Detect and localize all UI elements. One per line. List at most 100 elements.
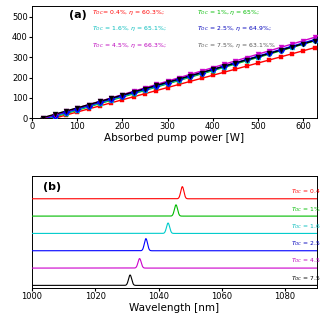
Point	[244, 63, 249, 68]
Point	[210, 67, 215, 72]
Point	[154, 82, 159, 87]
Point	[221, 64, 227, 69]
Point	[278, 48, 283, 53]
Point	[142, 85, 148, 90]
Point	[108, 97, 114, 102]
Text: (b): (b)	[44, 182, 61, 192]
Point	[165, 80, 170, 85]
Point	[199, 68, 204, 74]
Point	[199, 76, 204, 81]
Point	[75, 105, 80, 110]
Point	[199, 70, 204, 75]
Point	[221, 64, 227, 69]
Point	[142, 86, 148, 91]
Point	[312, 37, 317, 42]
Point	[233, 58, 238, 63]
Point	[63, 108, 68, 114]
Point	[289, 45, 294, 50]
Point	[52, 113, 57, 118]
Point	[312, 38, 317, 44]
Text: $T_{OC}$ = 4.5%: $T_{OC}$ = 4.5%	[292, 257, 320, 266]
Point	[267, 51, 272, 56]
Text: (a): (a)	[69, 10, 87, 20]
Point	[267, 52, 272, 57]
Point	[120, 93, 125, 98]
Point	[97, 101, 102, 106]
Point	[108, 96, 114, 101]
Point	[97, 99, 102, 104]
Point	[278, 54, 283, 60]
Point	[199, 71, 204, 76]
Point	[267, 48, 272, 53]
Text: $T_{OC}$ = 1%, $\eta$ = 65%;: $T_{OC}$ = 1%, $\eta$ = 65%;	[197, 7, 260, 17]
Point	[75, 107, 80, 112]
Point	[289, 44, 294, 49]
Point	[278, 47, 283, 52]
Text: $T_{OC}$ = 1.6%: $T_{OC}$ = 1.6%	[292, 222, 320, 231]
Point	[120, 94, 125, 100]
Point	[312, 38, 317, 43]
Point	[63, 111, 68, 116]
Point	[142, 91, 148, 96]
Point	[75, 106, 80, 111]
Point	[199, 71, 204, 76]
Point	[289, 42, 294, 47]
Point	[244, 58, 249, 63]
Text: $T_{OC}$ = 4.5%, $\eta$ = 66.3%;: $T_{OC}$ = 4.5%, $\eta$ = 66.3%;	[92, 41, 166, 50]
Point	[301, 41, 306, 46]
Point	[165, 81, 170, 86]
Point	[165, 80, 170, 85]
Point	[278, 45, 283, 50]
Point	[188, 73, 193, 78]
Text: $T_{OC}$ = 7.5%, $\eta$ = 63.1%%: $T_{OC}$ = 7.5%, $\eta$ = 63.1%%	[197, 41, 276, 50]
Point	[120, 94, 125, 99]
Point	[131, 91, 136, 96]
Point	[154, 83, 159, 88]
Point	[75, 109, 80, 115]
Point	[52, 112, 57, 117]
Point	[312, 35, 317, 40]
Point	[188, 79, 193, 84]
Point	[108, 98, 114, 103]
Point	[75, 108, 80, 113]
Point	[210, 73, 215, 78]
Point	[142, 87, 148, 92]
Point	[97, 100, 102, 106]
Point	[188, 73, 193, 78]
Point	[52, 116, 57, 121]
Point	[221, 65, 227, 70]
Point	[233, 60, 238, 65]
Point	[165, 78, 170, 84]
Point	[301, 41, 306, 46]
Point	[301, 42, 306, 47]
Point	[97, 100, 102, 105]
Point	[131, 91, 136, 96]
Point	[221, 62, 227, 67]
Point	[176, 82, 181, 87]
Point	[154, 88, 159, 93]
Point	[120, 92, 125, 98]
Point	[278, 48, 283, 53]
Point	[41, 116, 46, 121]
Point	[75, 106, 80, 111]
Point	[267, 57, 272, 62]
Point	[131, 94, 136, 99]
Point	[131, 89, 136, 94]
Point	[63, 110, 68, 115]
Point	[154, 83, 159, 88]
Point	[255, 55, 260, 60]
Point	[233, 61, 238, 67]
Point	[142, 88, 148, 93]
Point	[312, 45, 317, 50]
Point	[244, 57, 249, 62]
Point	[142, 87, 148, 92]
Point	[86, 104, 91, 109]
Point	[210, 67, 215, 72]
Text: $T_{OC}$ = 2.5%, $\eta$ = 64.9%;: $T_{OC}$ = 2.5%, $\eta$ = 64.9%;	[197, 24, 272, 33]
Point	[267, 51, 272, 56]
Text: $T_{OC}$= 0.4%, $\eta$ = 60.3%;: $T_{OC}$= 0.4%, $\eta$ = 60.3%;	[92, 7, 164, 17]
Point	[108, 95, 114, 100]
Point	[312, 37, 317, 43]
Point	[210, 65, 215, 70]
Point	[188, 75, 193, 80]
